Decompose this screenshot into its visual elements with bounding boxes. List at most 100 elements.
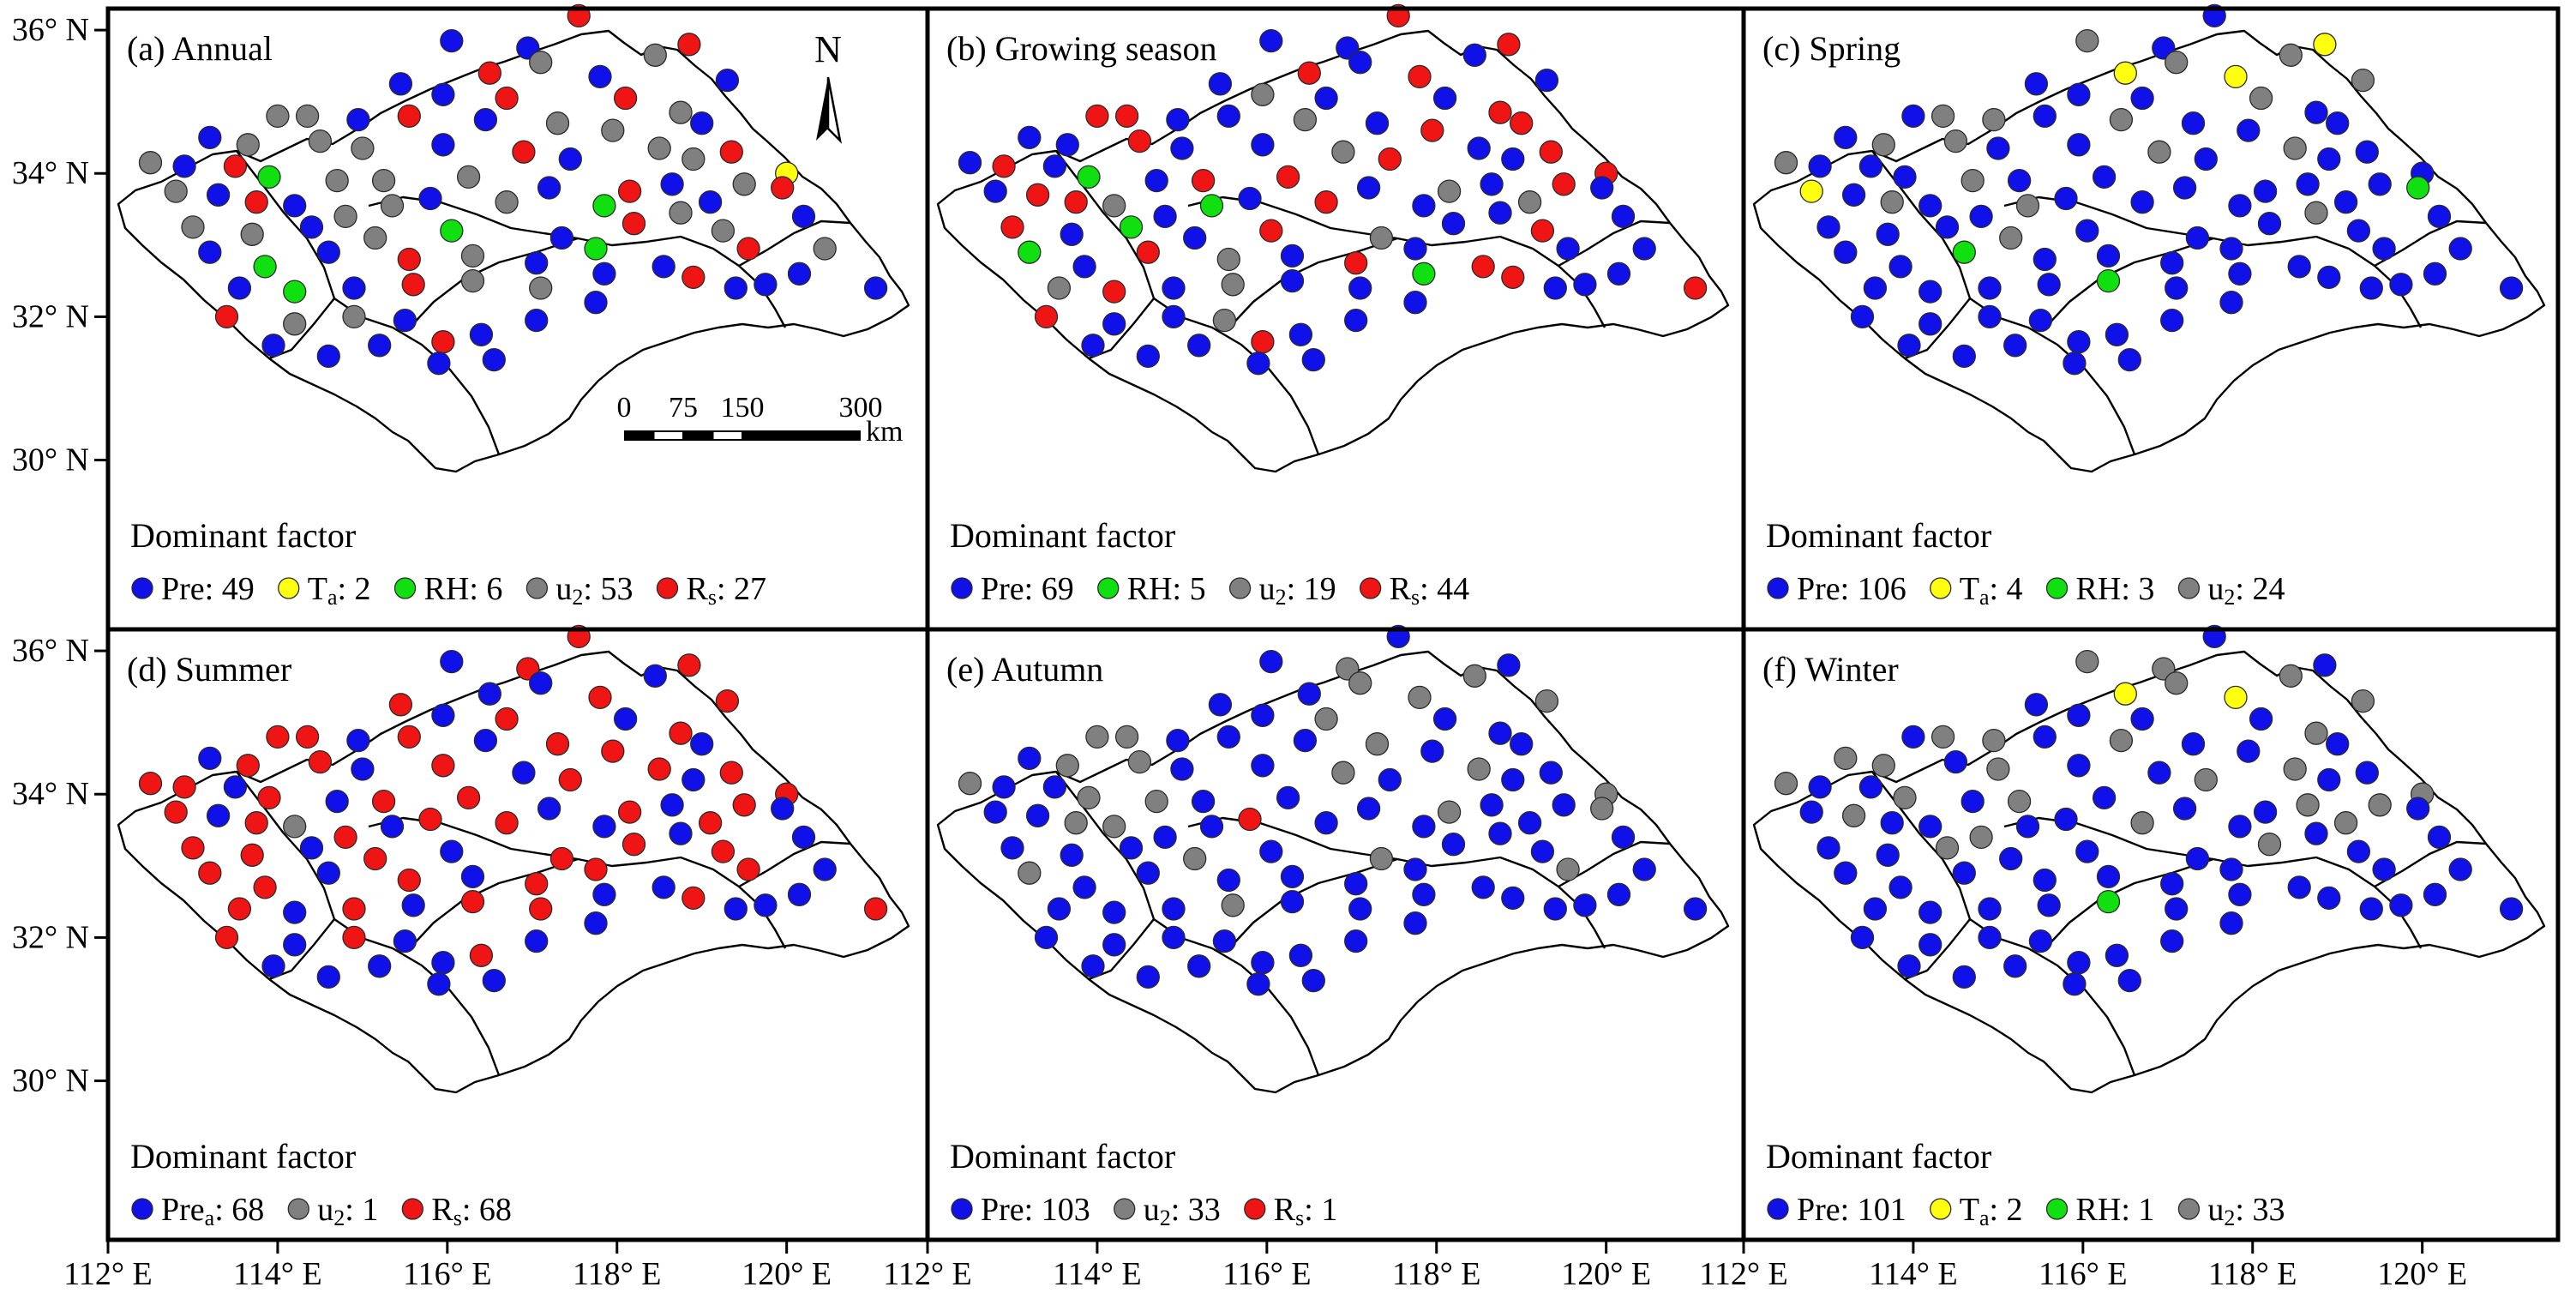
station-marker-u2 [529, 51, 553, 75]
stations-layer [958, 3, 1708, 376]
scale-bar-unit: km [866, 416, 903, 448]
station-marker-pre [1863, 897, 1888, 921]
station-marker-u2 [333, 204, 357, 229]
station-marker-pre [351, 757, 375, 781]
station-marker-pre [2075, 839, 2099, 863]
station-marker-pre [549, 226, 574, 250]
station-marker-pre [2368, 172, 2392, 196]
station-marker-pre [2423, 262, 2447, 286]
station-marker-pre [2033, 247, 2057, 272]
station-marker-rh [1952, 240, 1976, 264]
station-marker-u2 [2075, 649, 2099, 674]
station-marker-pre [1162, 304, 1186, 329]
station-marker-pre [1556, 237, 1580, 261]
legend-title: Dominant factor [130, 1137, 356, 1176]
station-marker-u2 [371, 168, 396, 193]
station-marker-pre [1501, 767, 1525, 792]
legend: Pre: 49 Ta: 2 RH: 6 u2: 53 Rs: 27 [131, 571, 766, 610]
station-marker-u2 [958, 772, 982, 796]
station-marker-rh [253, 255, 277, 279]
station-marker-rs [240, 843, 264, 867]
station-marker-pre [1412, 815, 1436, 839]
station-marker-pre [1420, 739, 1444, 763]
station-marker-pre [1611, 825, 1636, 850]
station-marker-pre [1918, 194, 1943, 218]
station-marker-pre [1834, 861, 1858, 885]
legend-label: RH: 6 [424, 571, 503, 607]
station-marker-pre [1952, 965, 1976, 989]
station-marker-u2 [2147, 140, 2171, 164]
station-marker-rs [736, 237, 760, 261]
station-marker-rs [460, 889, 485, 914]
station-marker-rs [164, 800, 188, 824]
station-marker-pre [787, 882, 812, 906]
station-marker-pre [2287, 875, 2311, 899]
station-marker-pre [1471, 875, 1495, 899]
station-marker-pre [2499, 897, 2524, 921]
legend-label: Pre: 103 [981, 1192, 1090, 1228]
station-marker-rs [363, 846, 387, 871]
station-marker-pre [1858, 775, 1883, 799]
station-marker-pre [1888, 875, 1912, 899]
station-marker-pre [1412, 194, 1436, 218]
legend-label: RH: 5 [1127, 571, 1206, 607]
station-marker-rs [308, 749, 333, 774]
station-marker-pre [431, 133, 455, 157]
station-marker-pre [1918, 280, 1943, 304]
station-marker-u2 [1930, 725, 1955, 749]
station-marker-pre [2063, 352, 2087, 376]
station-marker-pre [342, 276, 366, 300]
station-marker-pre [1136, 965, 1160, 989]
station-marker-pre [316, 344, 340, 369]
station-marker-u2 [495, 190, 519, 214]
station-marker-u2 [1999, 226, 2023, 250]
station-marker-u2 [1871, 133, 1895, 157]
station-marker-pre [2007, 168, 2032, 193]
scale-bar-outline [624, 430, 861, 441]
station-marker-u2 [363, 226, 387, 250]
longitude-tick-label: 120° E [742, 1256, 832, 1292]
legend-swatch [1767, 577, 1789, 599]
station-marker-pre [787, 262, 812, 286]
station-marker-rs [525, 872, 549, 896]
station-marker-pre [1897, 954, 1921, 978]
station-marker-pre [1251, 703, 1275, 727]
station-marker-rs [601, 739, 625, 763]
station-marker-pre [2389, 893, 2413, 917]
station-marker-pre [1573, 893, 1597, 917]
station-marker-pre [2160, 251, 2184, 275]
station-marker-u2 [813, 237, 837, 261]
station-marker-rs [181, 836, 205, 860]
station-marker-u2 [1986, 757, 2010, 781]
station-marker-pre [525, 929, 549, 953]
station-marker-ta [2313, 33, 2337, 57]
station-marker-pre [1467, 136, 1491, 160]
legend-swatch [131, 1198, 153, 1220]
legend-swatch [2177, 577, 2201, 599]
station-marker-pre [482, 968, 506, 993]
longitude-tick-label: 114° E [1053, 1256, 1142, 1292]
map-panel: (a) Annual Dominant factor Pre: 49 Ta: 2 RH:… [108, 3, 928, 629]
station-marker-pre [2160, 929, 2184, 953]
station-marker-pre [2130, 86, 2154, 111]
station-marker-pre [1611, 204, 1636, 229]
station-marker-pre [1119, 836, 1144, 860]
station-marker-pre [1162, 276, 1186, 300]
station-marker-rs [469, 943, 494, 967]
station-marker-rs [1471, 255, 1495, 279]
station-marker-u2 [2333, 811, 2358, 835]
legend-label: Rs: 44 [1390, 571, 1470, 610]
station-marker-pre [2499, 276, 2524, 300]
station-marker-pre [2033, 104, 2057, 129]
station-marker-pre [1297, 682, 1321, 706]
station-marker-pre [2172, 797, 2197, 821]
station-marker-pre [1170, 136, 1194, 160]
station-marker-u2 [1293, 107, 1318, 132]
station-marker-pre [2092, 785, 2117, 810]
station-marker-rs [214, 925, 239, 950]
station-marker-u2 [1969, 825, 1993, 850]
legend-swatch [1228, 577, 1252, 599]
station-marker-rh [283, 280, 307, 304]
legend-label: u2: 33 [1144, 1192, 1221, 1230]
station-marker-rh [1199, 194, 1224, 218]
